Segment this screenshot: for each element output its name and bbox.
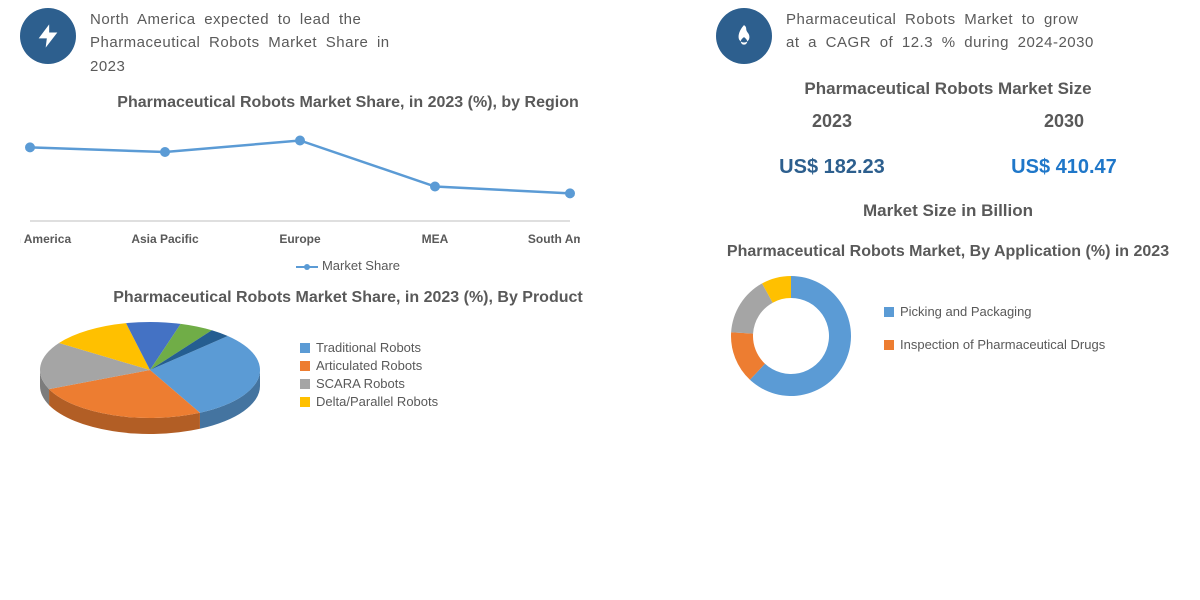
pie-legend-item: SCARA Robots bbox=[300, 376, 438, 391]
pie-chart: Traditional Robots Articulated Robots SCAR… bbox=[20, 315, 676, 435]
right-stat: Pharmaceutical Robots Market to grow at … bbox=[716, 8, 1180, 64]
flame-icon bbox=[716, 8, 772, 64]
value-a: US$ 182.23 bbox=[779, 156, 885, 179]
line-chart-title: Pharmaceutical Robots Market Share, in 2… bbox=[20, 92, 676, 114]
year-a: 2023 bbox=[812, 111, 852, 132]
size-values: US$ 182.23 US$ 410.47 bbox=[716, 156, 1180, 179]
line-legend-label: Market Share bbox=[322, 258, 400, 273]
pie-legend-item: Articulated Robots bbox=[300, 358, 438, 373]
donut-legend: Picking and Packaging Inspection of Pharm… bbox=[884, 301, 1105, 370]
donut-legend-item: Picking and Packaging bbox=[884, 304, 1105, 319]
svg-text:MEA: MEA bbox=[422, 232, 449, 246]
svg-text:North America: North America bbox=[20, 232, 71, 246]
left-stat-text: North America expected to lead the Pharm… bbox=[90, 8, 400, 78]
donut-legend-item: Inspection of Pharmaceutical Drugs bbox=[884, 337, 1105, 352]
pie-legend-item: Delta/Parallel Robots bbox=[300, 394, 438, 409]
pie-chart-title: Pharmaceutical Robots Market Share, in 2… bbox=[20, 287, 676, 309]
pie-legend: Traditional Robots Articulated Robots SCAR… bbox=[300, 337, 438, 412]
svg-text:Asia Pacific: Asia Pacific bbox=[131, 232, 199, 246]
line-legend: Market Share bbox=[20, 258, 676, 273]
size-years: 2023 2030 bbox=[716, 111, 1180, 132]
left-stat: North America expected to lead the Pharm… bbox=[20, 8, 676, 78]
line-chart: North America Asia Pacific Europe MEA South … bbox=[20, 119, 676, 254]
donut-chart: Picking and Packaging Inspection of Pharm… bbox=[716, 271, 1180, 401]
svg-text:Europe: Europe bbox=[279, 232, 321, 246]
bolt-icon bbox=[20, 8, 76, 64]
size-unit: Market Size in Billion bbox=[716, 201, 1180, 221]
right-stat-text: Pharmaceutical Robots Market to grow at … bbox=[786, 8, 1096, 55]
year-b: 2030 bbox=[1044, 111, 1084, 132]
pie-legend-item: Traditional Robots bbox=[300, 340, 438, 355]
value-b: US$ 410.47 bbox=[1011, 156, 1117, 179]
size-title: Pharmaceutical Robots Market Size bbox=[716, 78, 1180, 101]
donut-chart-title: Pharmaceutical Robots Market, By Applica… bbox=[716, 241, 1180, 263]
svg-text:South America: South America bbox=[528, 232, 580, 246]
